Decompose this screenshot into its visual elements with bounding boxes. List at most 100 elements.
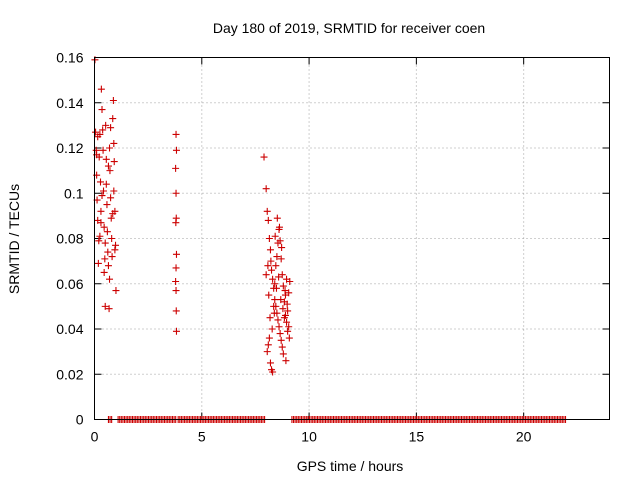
data-point: [285, 289, 293, 297]
data-point: [264, 262, 272, 270]
data-point: [172, 130, 180, 138]
y-tick-label: 0.16: [56, 50, 83, 66]
data-point: [271, 232, 279, 240]
data-point: [275, 273, 283, 281]
data-point: [266, 359, 274, 367]
data-point: [109, 210, 117, 218]
data-point: [272, 284, 280, 292]
y-tick-label: 0: [76, 412, 84, 428]
data-point: [172, 146, 180, 154]
data-point: [111, 246, 119, 254]
y-tick-label: 0.12: [56, 140, 83, 156]
data-point: [107, 214, 115, 222]
data-point: [92, 128, 100, 136]
y-tick-label: 0.04: [56, 321, 83, 337]
data-point: [101, 255, 109, 263]
data-point: [172, 277, 180, 285]
data-point: [97, 207, 105, 215]
data-point: [100, 268, 108, 276]
data-point: [276, 330, 284, 338]
data-point: [269, 275, 277, 283]
chart-title: Day 180 of 2019, SRMTID for receiver coe…: [213, 20, 485, 36]
data-point: [285, 334, 293, 342]
data-point: [264, 341, 272, 349]
data-point: [283, 300, 291, 308]
data-point: [279, 350, 287, 358]
data-point: [263, 348, 271, 356]
data-point: [260, 153, 268, 161]
data-point: [279, 282, 287, 290]
data-point: [102, 121, 110, 129]
data-point: [94, 259, 102, 267]
data-point: [172, 164, 180, 172]
data-point: [284, 307, 292, 315]
data-point: [99, 126, 107, 134]
x-tick-label: 20: [516, 429, 532, 445]
y-tick-label: 0.1: [64, 185, 84, 201]
data-point: [100, 223, 108, 231]
data-point: [279, 305, 287, 313]
data-point: [97, 219, 105, 227]
data-point: [97, 178, 105, 186]
data-point: [281, 287, 289, 295]
data-point: [94, 133, 102, 141]
data-point: [103, 228, 111, 236]
data-points: [91, 56, 294, 376]
gridlines: [94, 57, 610, 420]
data-point: [264, 216, 272, 224]
data-point: [104, 248, 112, 256]
data-point: [277, 296, 285, 304]
data-point: [109, 115, 117, 123]
data-point: [278, 244, 286, 252]
data-point: [265, 291, 273, 299]
data-point: [110, 187, 118, 195]
axis-ticks: [94, 57, 610, 420]
data-point: [278, 271, 286, 279]
data-point: [112, 287, 120, 295]
data-point: [281, 311, 289, 319]
data-point: [97, 85, 105, 93]
data-point: [262, 271, 270, 279]
data-point: [110, 139, 118, 147]
data-point: [172, 219, 180, 227]
data-point: [107, 194, 115, 202]
data-point: [266, 246, 274, 254]
data-point: [283, 318, 291, 326]
data-point: [107, 124, 115, 132]
data-point: [99, 146, 107, 154]
x-tick-label: 15: [409, 429, 425, 445]
data-point: [104, 162, 112, 170]
data-point: [268, 266, 276, 274]
data-point: [172, 327, 180, 335]
data-point: [172, 250, 180, 258]
data-point: [106, 275, 114, 283]
data-point: [98, 106, 106, 114]
data-point: [104, 262, 112, 270]
data-point: [274, 316, 282, 324]
data-point: [95, 237, 103, 245]
y-tick-label: 0.08: [56, 231, 83, 247]
data-point: [271, 296, 279, 304]
data-point: [101, 302, 109, 310]
data-point: [106, 144, 114, 152]
data-point: [277, 255, 285, 263]
data-point: [266, 314, 274, 322]
y-tick-label: 0.02: [56, 366, 83, 382]
data-point: [286, 277, 294, 285]
data-point: [278, 343, 286, 351]
data-point: [282, 357, 290, 365]
data-point: [273, 214, 281, 222]
data-point: [277, 336, 285, 344]
y-tick-label: 0.06: [56, 276, 83, 292]
data-point: [267, 257, 275, 265]
y-axis-title: SRMTID / TECUs: [6, 184, 22, 294]
data-point: [270, 309, 278, 317]
x-tick-label: 0: [91, 429, 99, 445]
data-point: [275, 323, 283, 331]
y-tick-label: 0.14: [56, 95, 83, 111]
data-point: [96, 232, 104, 240]
data-point: [270, 302, 278, 310]
data-point: [102, 155, 110, 163]
data-point: [103, 201, 111, 209]
data-point: [172, 264, 180, 272]
